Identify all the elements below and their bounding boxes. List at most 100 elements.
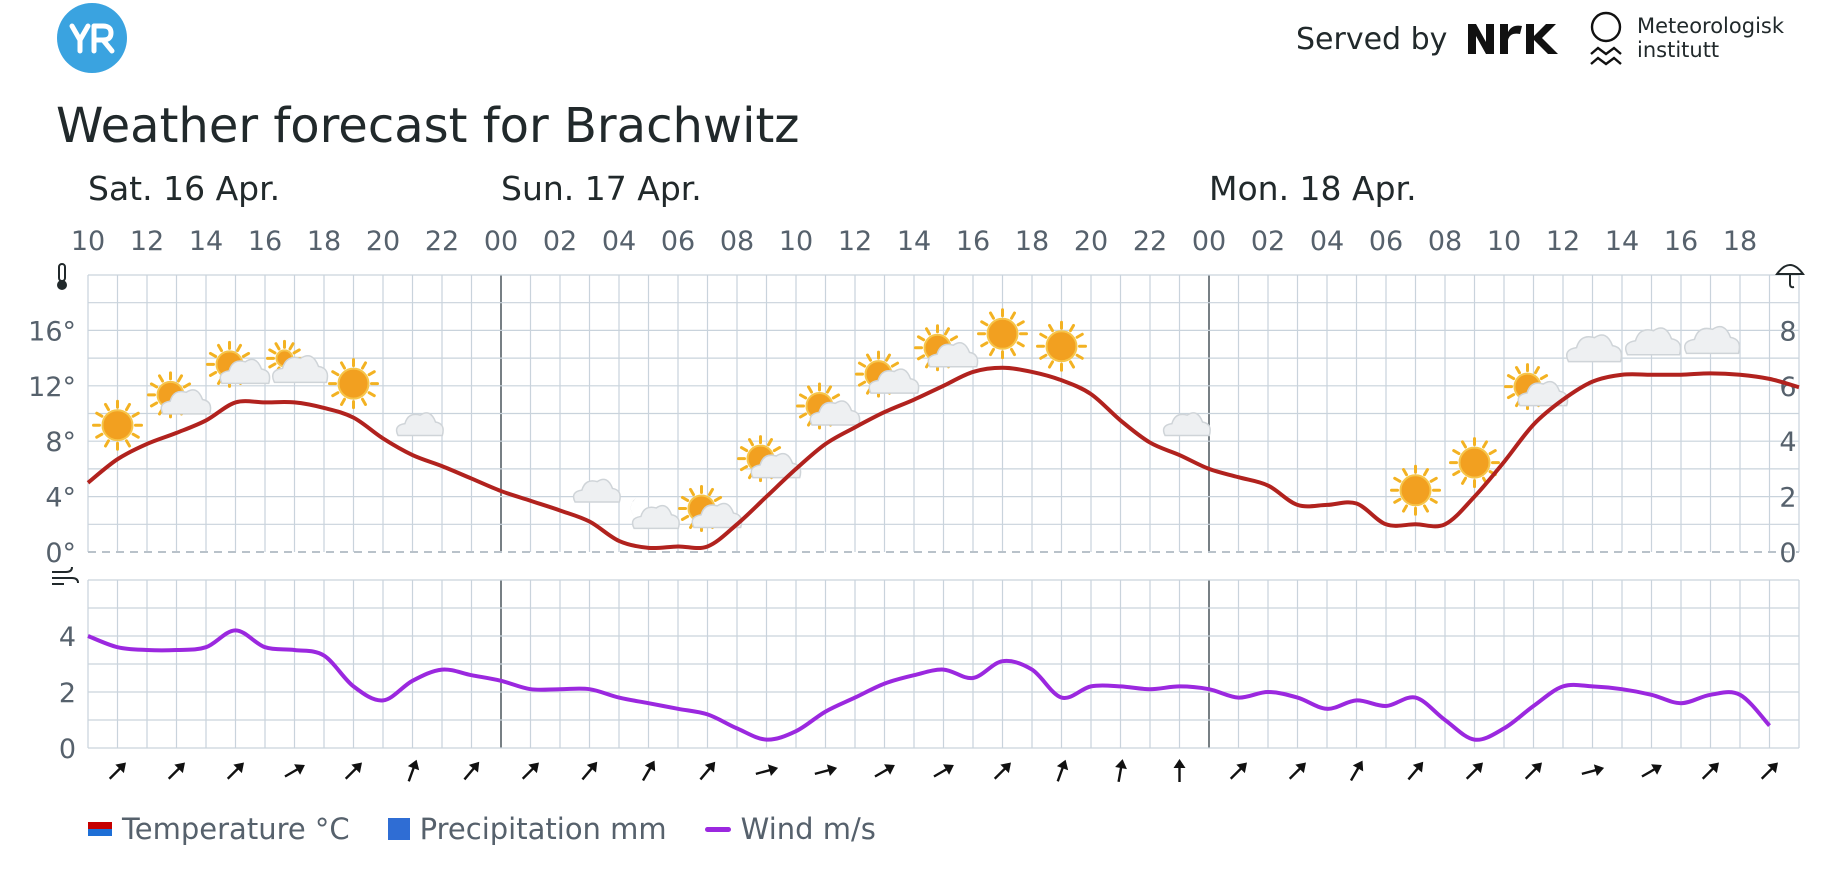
hour-tick-label: 00 [484, 226, 518, 257]
temperature-tick-label: 8° [45, 427, 76, 458]
wind-direction-arrow [933, 764, 954, 778]
hour-tick-label: 22 [425, 226, 459, 257]
sun-icon [92, 399, 143, 451]
wind-direction-arrow [1581, 764, 1605, 777]
moon-icon [1228, 428, 1243, 459]
partly-cloudy-day-icon [1504, 363, 1569, 411]
day-label: Sat. 16 Apr. [88, 169, 280, 208]
wind-direction-arrow [407, 759, 420, 782]
precipitation-tick-label: 8 [1779, 316, 1796, 347]
wind-direction-arrow [641, 760, 656, 782]
yr-logo[interactable] [56, 2, 128, 74]
precipitation-tick-label: 0 [1779, 538, 1796, 569]
hour-tick-label: 12 [1546, 226, 1580, 257]
wind-direction-arrow [344, 762, 362, 780]
wind-line [87, 628, 1771, 742]
partly-cloudy-day-icon [206, 340, 271, 388]
wind-direction-arrow [226, 762, 244, 780]
met-name-line1: Meteorologisk [1637, 14, 1785, 38]
met-name-line2: institutt [1637, 38, 1720, 62]
temperature-tick-label: 4° [45, 483, 76, 514]
wind-direction-arrow [814, 764, 838, 777]
wind-tick-label: 0 [59, 734, 76, 765]
precipitation-tick-label: 4 [1779, 427, 1796, 458]
wind-direction-arrow [1349, 760, 1364, 782]
cloudy-day-icon [266, 339, 329, 384]
umbrella-icon [1775, 264, 1805, 289]
partly-cloudy-day-icon [796, 382, 861, 430]
hour-tick-label: 16 [956, 226, 990, 257]
sun-icon [1390, 464, 1441, 516]
legend-temperature-label: Temperature °C [122, 812, 350, 846]
wind-icon [52, 566, 79, 585]
hour-tick-label: 14 [1605, 226, 1639, 257]
legend-precipitation-label: Precipitation mm [419, 812, 667, 846]
cloudy-icon [1566, 334, 1623, 363]
precipitation-tick-label: 2 [1779, 483, 1796, 514]
partly-cloudy-night-icon [571, 470, 621, 503]
wind-direction-arrow [1465, 762, 1483, 780]
wind-direction-arrow [1701, 762, 1719, 780]
precipitation-tick-label: 6 [1779, 372, 1796, 403]
legend-precipitation[interactable]: Precipitation mm [387, 812, 667, 846]
hour-tick-label: 10 [779, 226, 813, 257]
wind-direction-arrow [463, 761, 480, 781]
hour-tick-label: 02 [543, 226, 577, 257]
partly-cloudy-day-icon [914, 324, 979, 372]
wind-direction-arrow [284, 764, 305, 778]
hour-tick-label: 10 [1487, 226, 1521, 257]
hour-tick-label: 18 [307, 226, 341, 257]
hour-tick-label: 18 [1723, 226, 1757, 257]
hour-tick-label: 18 [1015, 226, 1049, 257]
partly-cloudy-day-icon [855, 350, 920, 398]
wind-direction-arrow [581, 761, 598, 781]
legend-wind-label: Wind m/s [740, 812, 876, 846]
legend-temperature[interactable]: Temperature °C [88, 812, 350, 846]
thermometer-icon [57, 263, 67, 290]
hour-tick-label: 20 [1074, 226, 1108, 257]
wind-direction-arrow [993, 762, 1011, 780]
hour-tick-label: 12 [838, 226, 872, 257]
forecast-chart: Sat. 16 Apr. Sun. 17 Apr. Mon. 18 Apr. 10 1… [28, 169, 1805, 783]
temperature-tick-label: 16° [28, 316, 76, 347]
served-by-label: Served by [1296, 22, 1448, 57]
sun-icon [1449, 437, 1500, 489]
wind-direction-arrow [1229, 762, 1247, 780]
wind-tick-label: 4 [59, 622, 76, 653]
hour-tick-label: 04 [1310, 226, 1344, 257]
wind-direction-arrow [1115, 759, 1127, 783]
hour-tick-label: 06 [1369, 226, 1403, 257]
page-title: Weather forecast for Brachwitz [56, 98, 800, 154]
moon-icon [461, 429, 476, 460]
hour-tick-label: 22 [1133, 226, 1167, 257]
partly-cloudy-night-icon [1161, 404, 1211, 437]
hour-tick-label: 20 [366, 226, 400, 257]
sun-icon [1036, 320, 1087, 372]
day-label: Mon. 18 Apr. [1209, 169, 1417, 208]
moon-icon [1110, 371, 1125, 402]
temperature-swatch [88, 822, 112, 836]
hour-tick-label: 06 [661, 226, 695, 257]
wind-direction-arrow [167, 762, 185, 780]
temperature-line [86, 365, 1800, 551]
moon-icon [1345, 454, 1361, 485]
cloudy-icon [1625, 327, 1682, 356]
wind-direction-arrow [1173, 759, 1186, 782]
wind-direction-arrow [1056, 759, 1069, 782]
wind-swatch [704, 826, 731, 832]
moon-icon [519, 451, 535, 482]
legend-wind[interactable]: Wind m/s [704, 812, 876, 846]
nrk-logo[interactable] [1466, 18, 1560, 58]
moon-icon [1287, 455, 1302, 486]
hour-tick-label: 00 [1192, 226, 1226, 257]
hour-tick-label: 16 [248, 226, 282, 257]
met-institute-logo[interactable] [1588, 10, 1628, 70]
hour-tick-label: 08 [720, 226, 754, 257]
wind-direction-arrow [699, 761, 716, 781]
wind-direction-arrow [755, 764, 779, 777]
precipitation-swatch [387, 818, 410, 840]
hour-tick-label: 02 [1251, 226, 1285, 257]
sun-icon [328, 358, 379, 410]
wind-direction-arrow [1524, 762, 1542, 780]
hour-tick-label: 08 [1428, 226, 1462, 257]
